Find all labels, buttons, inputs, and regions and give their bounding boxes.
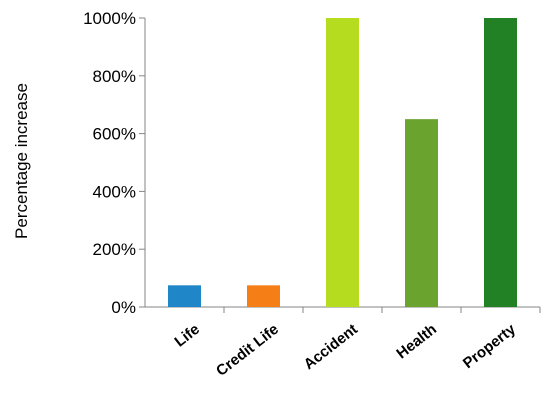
y-tick-label: 200% bbox=[93, 240, 136, 259]
x-tick-label: Credit Life bbox=[213, 321, 282, 380]
x-labels: Life Credit Life Accident Health Property bbox=[171, 320, 519, 379]
y-tick-label: 1000% bbox=[83, 9, 136, 28]
y-tick-label: 400% bbox=[93, 182, 136, 201]
y-axis-title-group: Percentage increase bbox=[12, 83, 31, 239]
x-tick-label: Accident bbox=[301, 321, 361, 373]
bar-health bbox=[405, 119, 438, 308]
bar-credit-life bbox=[247, 285, 280, 307]
y-tick-label: 600% bbox=[93, 125, 136, 144]
y-tick-label: 0% bbox=[111, 298, 136, 317]
y-axis-title: Percentage increase bbox=[12, 83, 31, 239]
bar-accident bbox=[326, 18, 359, 307]
bar-life bbox=[168, 285, 201, 307]
x-tick-label: Life bbox=[171, 321, 202, 351]
y-ticks: 0% 200% 400% 600% 800% 1000% bbox=[83, 9, 145, 317]
x-tick-label: Property bbox=[460, 320, 520, 372]
bars bbox=[168, 18, 517, 308]
bar-property bbox=[484, 18, 517, 307]
y-tick-label: 800% bbox=[93, 67, 136, 86]
x-tick-label: Health bbox=[393, 321, 440, 363]
